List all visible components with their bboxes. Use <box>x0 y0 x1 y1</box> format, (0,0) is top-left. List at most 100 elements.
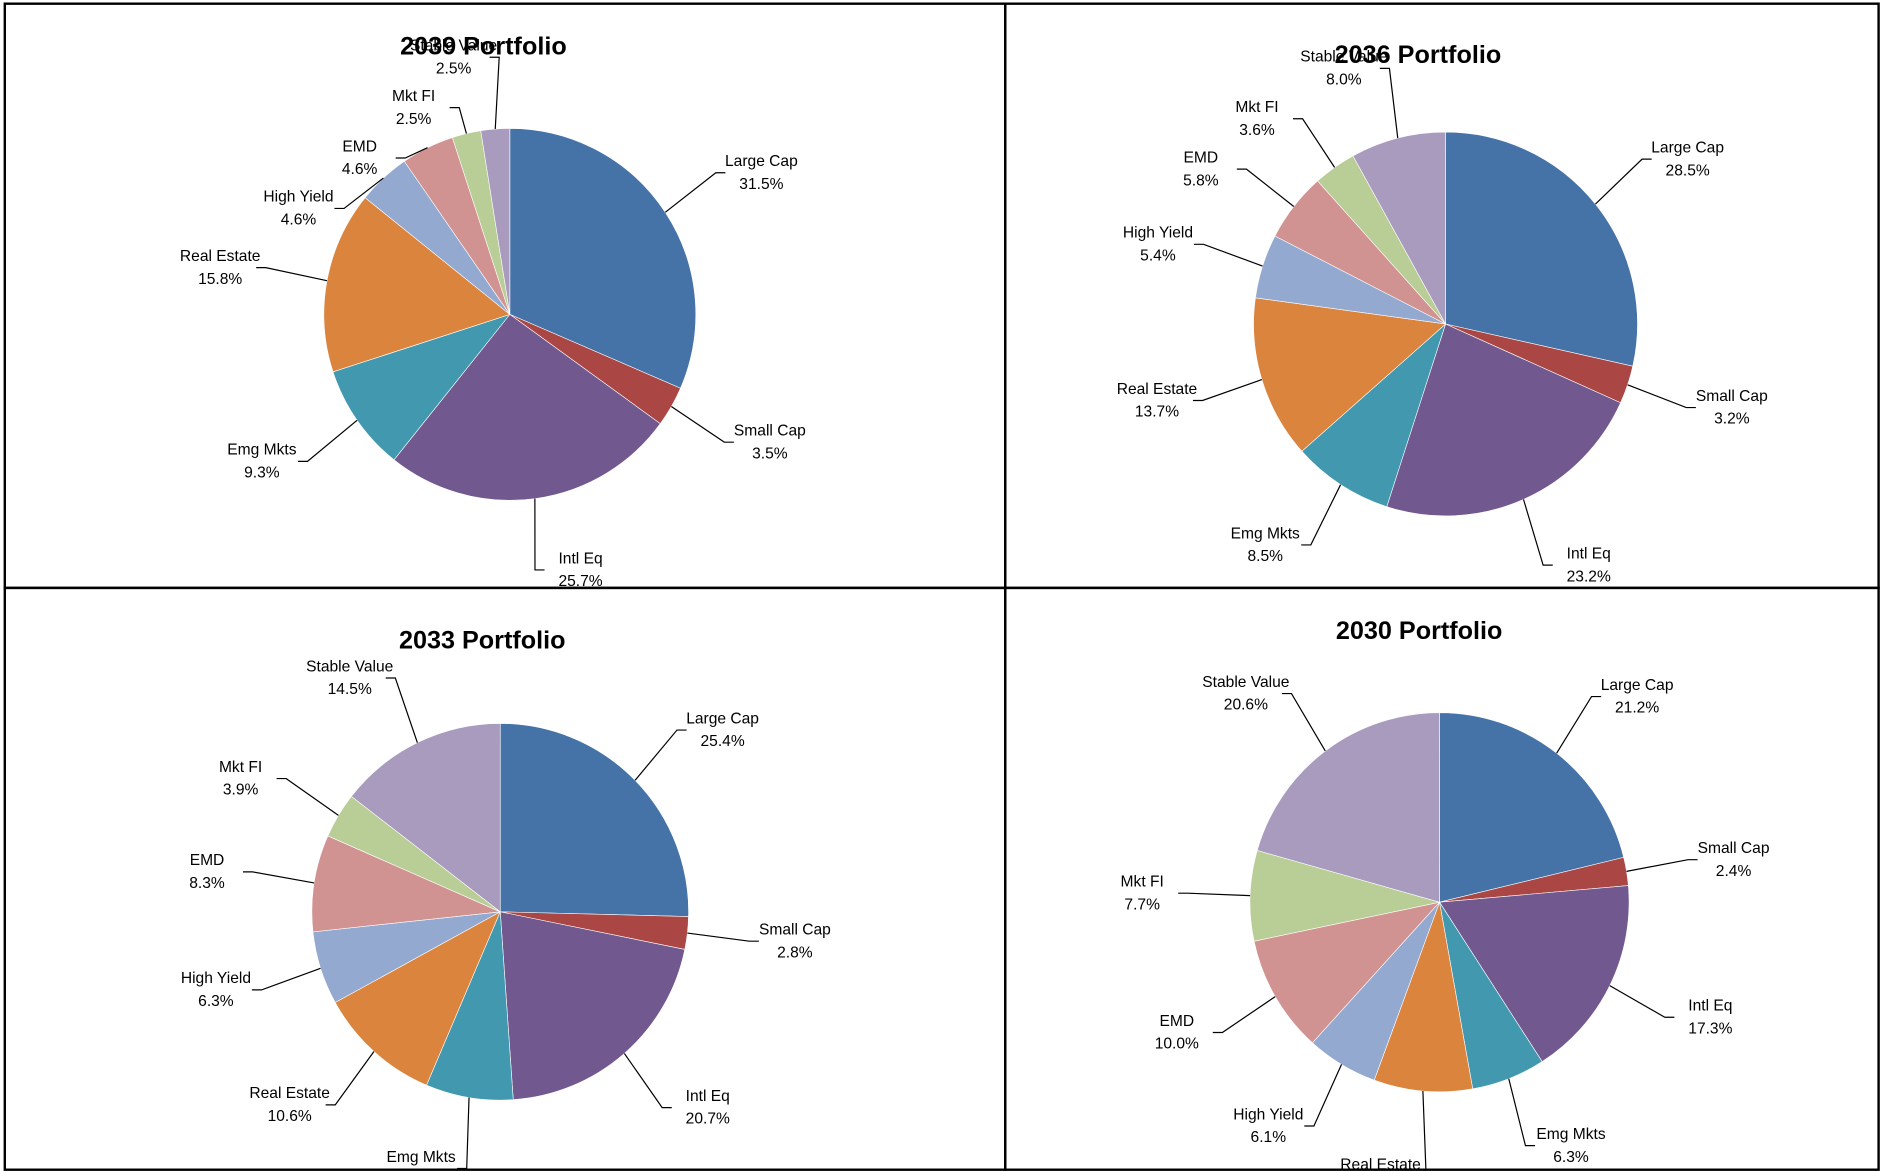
leader-line <box>1626 859 1698 872</box>
slice-label: Mkt FI <box>219 759 262 776</box>
slice-value-label: 6.3% <box>198 993 234 1010</box>
leader-line <box>687 932 759 942</box>
leader-line <box>1192 379 1263 402</box>
leader-line <box>534 498 545 571</box>
slice-value-label: 9.3% <box>244 464 280 481</box>
chart-title: 2033 Portfolio <box>399 627 566 655</box>
pie-slice <box>1253 901 1441 1044</box>
slice-label: Stable Value <box>306 658 393 675</box>
chart-title: 2036 Portfolio <box>1335 41 1502 69</box>
slice-value-label: 21.2% <box>1615 700 1659 717</box>
slice-label: Stable Value <box>410 38 497 55</box>
pie-slice <box>1386 323 1621 517</box>
chart-title: 2039 Portfolio <box>400 33 567 61</box>
slice-value-label: 25.4% <box>701 733 745 750</box>
slice-value-label: 3.5% <box>752 445 788 462</box>
slice-value-label: 15.8% <box>198 271 242 288</box>
slice-label: Large Cap <box>1601 677 1674 694</box>
pie-slice <box>1373 901 1474 1093</box>
slice-label: High Yield <box>181 970 251 987</box>
chart-title: 2030 Portfolio <box>1336 617 1503 645</box>
leader-line <box>634 729 687 781</box>
slice-value-label: 25.7% <box>558 573 602 590</box>
slice-label: Mkt FI <box>392 88 435 105</box>
pie-slice <box>311 835 502 933</box>
pie-slice <box>1352 131 1446 325</box>
pie-slice <box>1445 131 1638 367</box>
slice-label: Mkt FI <box>1235 99 1278 116</box>
pie-slice <box>499 911 686 1101</box>
slice-label: Small Cap <box>1698 840 1770 857</box>
leader-line <box>1236 168 1295 207</box>
slice-value-label: 2.5% <box>396 111 432 128</box>
slice-value-label: 3.2% <box>1714 411 1750 428</box>
slice-label: Emg Mkts <box>1231 525 1300 542</box>
slice-label: EMD <box>342 138 377 155</box>
slice-value-label: 20.7% <box>686 1111 730 1128</box>
leader-line <box>1193 243 1263 267</box>
slice-value-label: 10.6% <box>268 1108 312 1125</box>
pie-slice <box>1301 323 1447 508</box>
slice-value-label: 17.3% <box>1688 1020 1732 1037</box>
slice-value-label: 2.8% <box>777 944 813 961</box>
leader-line <box>385 677 418 743</box>
leader-line <box>395 147 428 159</box>
slice-label: Large Cap <box>725 153 798 170</box>
leader-line <box>1627 384 1696 409</box>
slice-label: Intl Eq <box>1567 545 1611 562</box>
pie-slice <box>323 197 511 373</box>
leader-line <box>256 267 328 282</box>
leader-line <box>1379 67 1399 139</box>
slice-label: Emg Mkts <box>227 442 296 459</box>
leader-line <box>1281 692 1326 752</box>
slice-label: Intl Eq <box>686 1088 730 1105</box>
slice-value-label: 23.2% <box>1567 568 1611 585</box>
panel-border <box>1004 586 1880 1171</box>
slice-label: Real Estate <box>1117 381 1198 398</box>
pie-slice <box>334 911 501 1086</box>
pie-slice <box>499 723 689 917</box>
slice-label: Emg Mkts <box>386 1149 455 1166</box>
slice-label: Small Cap <box>734 423 806 440</box>
slice-value-label: 20.6% <box>1224 697 1268 714</box>
leader-line <box>243 871 315 884</box>
slice-label: Stable Value <box>1300 49 1387 66</box>
leader-line <box>1522 499 1553 566</box>
leader-line <box>457 1097 470 1170</box>
pie-slice <box>509 128 697 389</box>
slice-value-label: 6.3% <box>1553 1149 1589 1166</box>
slice-label: High Yield <box>263 189 333 206</box>
slice-label: Intl Eq <box>558 550 602 567</box>
leader-line <box>325 1051 375 1106</box>
slice-label: Large Cap <box>1651 139 1724 156</box>
slice-value-label: 2.5% <box>436 60 472 77</box>
slice-value-label: 2.4% <box>1716 863 1752 880</box>
slice-label: Mkt FI <box>1121 873 1164 890</box>
leader-line <box>1178 892 1251 897</box>
pie-slice <box>351 723 501 913</box>
slice-label: Small Cap <box>759 922 831 939</box>
slice-value-label: 3.6% <box>1239 122 1275 139</box>
leader-line <box>1508 1078 1536 1147</box>
slice-label: EMD <box>1159 1013 1194 1030</box>
leader-line <box>297 419 358 462</box>
slice-value-label: 10.0% <box>1155 1036 1199 1053</box>
leader-line <box>1422 1090 1427 1171</box>
leader-line <box>334 177 384 210</box>
slice-label: High Yield <box>1123 225 1193 242</box>
slice-label: Intl Eq <box>1688 998 1732 1015</box>
leader-line <box>671 406 734 443</box>
leader-line <box>1609 985 1675 1018</box>
slice-label: EMD <box>1184 149 1219 166</box>
slice-label: Real Estate <box>1340 1157 1421 1171</box>
leader-line <box>489 56 500 130</box>
slice-label: Small Cap <box>1696 388 1768 405</box>
leader-line <box>1292 118 1336 168</box>
leader-line <box>623 1053 672 1109</box>
slice-label: Real Estate <box>180 248 261 265</box>
slice-value-label: 4.6% <box>342 161 378 178</box>
leader-line <box>1212 996 1276 1034</box>
slice-value-label: 6.1% <box>1251 1129 1287 1146</box>
slice-label: Emg Mkts <box>1536 1126 1605 1143</box>
